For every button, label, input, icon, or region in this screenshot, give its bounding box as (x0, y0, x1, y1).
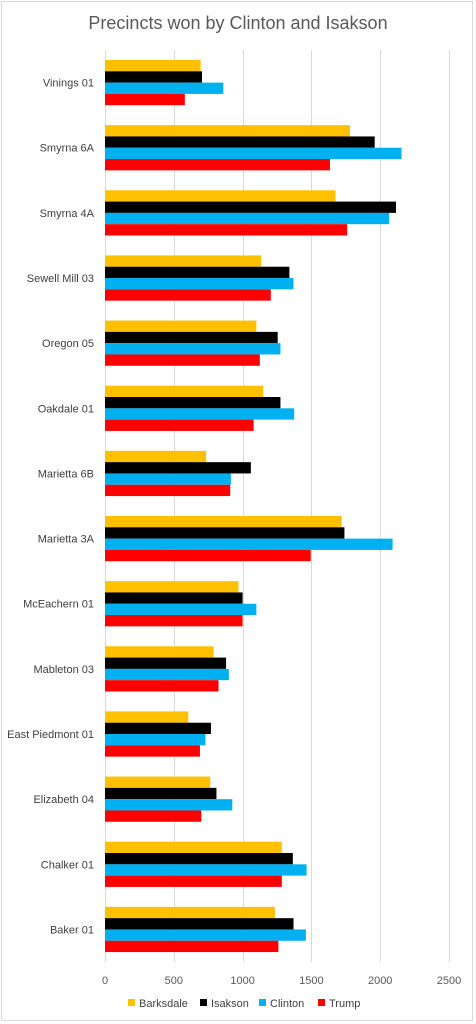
bar-clinton-east-piedmont-01 (105, 734, 206, 746)
bar-clinton-oregon-05 (105, 343, 281, 355)
category-label: Chalker 01 (41, 859, 94, 871)
x-tick-label: 0 (102, 975, 108, 987)
x-tick-label: 2500 (437, 975, 461, 987)
bar-trump-mceachern-01 (105, 615, 243, 627)
bar-barksdale-chalker-01 (105, 841, 282, 854)
category-label: Sewell Mill 03 (27, 273, 94, 285)
bar-trump-marietta-6b (105, 484, 231, 497)
bar-clinton-vinings-01 (105, 82, 224, 94)
x-tick-label: 1000 (230, 975, 254, 987)
category-label: Marietta 6B (38, 468, 94, 480)
legend-label-trump: Trump (329, 998, 360, 1010)
bar-trump-baker-01 (105, 940, 279, 953)
category-label: Baker 01 (50, 924, 94, 936)
bar-clinton-baker-01 (105, 929, 306, 941)
bar-clinton-elizabeth-04 (105, 799, 233, 811)
bar-isakson-vinings-01 (105, 71, 203, 83)
bar-trump-marietta-3a (105, 549, 311, 562)
bar-trump-vinings-01 (105, 93, 185, 106)
bar-isakson-mceachern-01 (105, 592, 243, 604)
category-label: East Piedmont 01 (7, 729, 94, 741)
bar-barksdale-elizabeth-04 (105, 776, 211, 788)
bar-trump-smyrna-4a (105, 224, 348, 236)
bar-clinton-smyrna-4a (105, 212, 390, 225)
bar-isakson-mableton-03 (105, 657, 227, 669)
category-label: Smyrna 4A (40, 208, 95, 220)
legend: Barksdale Isakson Clinton Trump (128, 998, 360, 1010)
x-tick-label: 2000 (368, 975, 392, 987)
bar-clinton-mableton-03 (105, 668, 229, 681)
bar-barksdale-smyrna-6a (105, 125, 350, 137)
bar-isakson-smyrna-6a (105, 136, 375, 148)
bar-trump-chalker-01 (105, 875, 282, 887)
category-label: Vinings 01 (43, 78, 94, 90)
bar-trump-east-piedmont-01 (105, 745, 200, 757)
category-label: Mableton 03 (33, 664, 94, 676)
bar-isakson-marietta-6b (105, 462, 251, 474)
legend-swatch-barksdale (128, 999, 135, 1006)
x-tick-label: 1500 (299, 975, 323, 987)
bar-barksdale-smyrna-4a (105, 190, 336, 202)
category-label: Oakdale 01 (38, 403, 94, 415)
category-label: Marietta 3A (38, 534, 95, 546)
x-tick-label: 500 (165, 975, 183, 987)
category-label: Elizabeth 04 (33, 794, 94, 806)
bar-trump-elizabeth-04 (105, 810, 202, 822)
category-label: McEachern 01 (23, 599, 94, 611)
bar-barksdale-oakdale-01 (105, 385, 264, 398)
bar-barksdale-east-piedmont-01 (105, 711, 189, 723)
bar-barksdale-oregon-05 (105, 320, 257, 332)
bar-isakson-oregon-05 (105, 331, 278, 344)
bar-trump-mableton-03 (105, 680, 219, 692)
legend-label-clinton: Clinton (270, 998, 304, 1010)
bar-trump-smyrna-6a (105, 159, 330, 171)
category-label: Smyrna 6A (40, 143, 95, 155)
bar-isakson-elizabeth-04 (105, 787, 217, 800)
bar-barksdale-mceachern-01 (105, 581, 239, 593)
bar-isakson-chalker-01 (105, 853, 293, 865)
legend-swatch-isakson (200, 999, 207, 1006)
bar-isakson-east-piedmont-01 (105, 722, 211, 735)
legend-swatch-trump (318, 999, 325, 1006)
gridlines (105, 50, 450, 962)
legend-label-barksdale: Barksdale (139, 998, 188, 1010)
bars (105, 60, 402, 953)
bar-barksdale-mableton-03 (105, 646, 214, 658)
bar-clinton-chalker-01 (105, 864, 307, 876)
x-axis-tick-labels: 0 500 1000 1500 2000 2500 (102, 975, 461, 987)
bar-isakson-sewell-mill-03 (105, 266, 290, 279)
bar-isakson-baker-01 (105, 918, 294, 930)
bar-clinton-smyrna-6a (105, 147, 402, 160)
category-label: Oregon 05 (42, 338, 94, 350)
bar-trump-oregon-05 (105, 354, 260, 366)
bar-trump-sewell-mill-03 (105, 289, 271, 301)
bar-isakson-marietta-3a (105, 527, 345, 539)
bar-barksdale-marietta-6b (105, 450, 207, 463)
bar-isakson-oakdale-01 (105, 397, 281, 409)
bar-isakson-smyrna-4a (105, 201, 397, 213)
bar-trump-oakdale-01 (105, 419, 254, 431)
legend-label-isakson: Isakson (211, 998, 249, 1010)
bar-clinton-sewell-mill-03 (105, 278, 294, 290)
bar-clinton-mceachern-01 (105, 603, 257, 616)
bar-barksdale-vinings-01 (105, 60, 201, 72)
bar-barksdale-marietta-3a (105, 516, 342, 528)
chart-title: Precincts won by Clinton and Isakson (88, 13, 387, 33)
bar-clinton-oakdale-01 (105, 408, 295, 420)
bar-barksdale-baker-01 (105, 906, 275, 919)
legend-swatch-clinton (259, 999, 266, 1006)
bar-barksdale-sewell-mill-03 (105, 255, 262, 267)
bar-clinton-marietta-6b (105, 473, 231, 485)
bar-clinton-marietta-3a (105, 538, 393, 550)
category-labels: Vinings 01 Smyrna 6A Smyrna 4A Sewell Mill … (7, 78, 95, 937)
